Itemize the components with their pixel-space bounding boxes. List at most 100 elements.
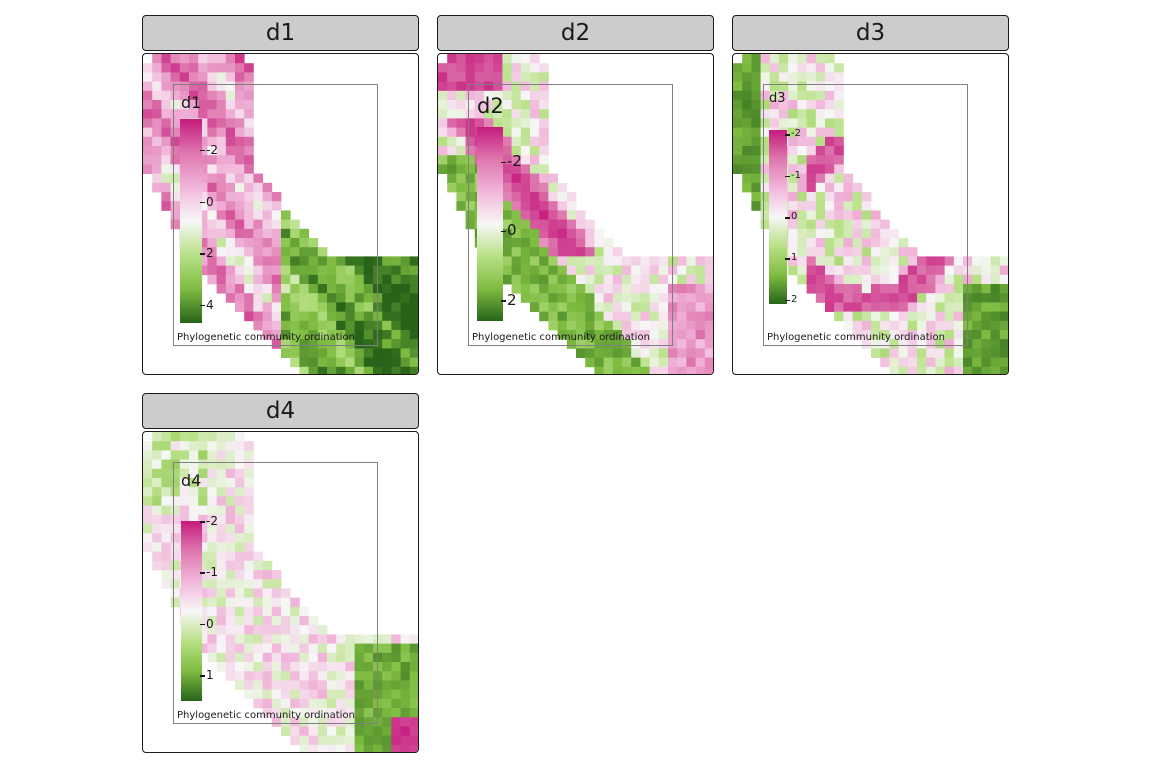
raster-cell [889,238,899,248]
raster-cell [880,293,890,303]
raster-cell [907,357,918,368]
raster-cell [244,81,254,92]
raster-cell [907,284,918,294]
raster-cell [327,311,337,322]
raster-cell [566,320,577,331]
raster-cell [815,146,826,156]
raster-cell [871,284,881,294]
raster-cell [253,247,263,257]
raster-cell [631,302,641,312]
raster-cell [880,339,890,349]
legend-tick-label: 4 [206,297,214,312]
raster-cell [317,339,328,349]
raster-cell [244,228,254,239]
raster-cell [999,339,1008,349]
raster-cell [170,560,181,571]
raster-cell [861,339,872,349]
raster-cell [585,256,595,266]
raster-cell [244,182,254,193]
raster-cell [834,238,844,248]
raster-cell [262,689,273,700]
raster-cell [244,127,254,138]
raster-cell [235,238,245,248]
raster-cell [520,81,531,92]
raster-cell [981,274,991,285]
raster-cell [216,136,227,147]
raster-cell [990,284,1001,294]
raster-cell [382,634,392,644]
raster-cell [143,118,153,128]
raster-cell [612,311,623,322]
raster-cell [244,247,254,257]
raster-cell [225,579,236,589]
raster-cell [788,136,798,147]
raster-cell [530,201,540,211]
raster-cell [409,671,418,681]
raster-cell [336,671,346,681]
raster-cell [594,256,604,266]
raster-cell [907,348,918,358]
raster-cell [935,274,945,285]
raster-cell [281,588,291,598]
raster-cell [235,662,245,672]
raster-cell [290,680,300,690]
raster-cell [760,146,771,156]
raster-cell [179,72,190,82]
raster-cell [189,514,199,525]
raster-cell [751,155,761,165]
raster-cell [391,698,401,709]
raster-cell [603,330,614,340]
raster-cell [152,155,162,165]
raster-cell [686,302,696,312]
raster-cell [880,256,890,266]
raster-cell [152,533,162,543]
raster-cell [235,127,245,138]
raster-cell [244,256,254,266]
map-legend: d1 -2 0 2 4 Phylogenetic community ordinati… [173,84,378,346]
raster-cell [299,311,309,322]
raster-cell [779,109,789,119]
raster-cell [235,256,245,266]
raster-cell [207,634,217,644]
raster-cell [262,256,273,266]
raster-cell [207,652,217,663]
raster-cell [198,560,208,571]
raster-cell [198,606,208,617]
raster-cell [244,606,254,617]
raster-cell [907,366,918,374]
raster-cell [216,496,227,506]
raster-cell [815,90,826,101]
raster-cell [271,625,282,635]
raster-cell [336,643,346,654]
raster-cell [825,219,835,230]
raster-cell [548,219,558,230]
raster-cell [409,311,418,322]
raster-cell [308,366,319,374]
raster-cell [861,302,872,312]
raster-cell [834,311,844,322]
raster-cell [861,274,872,285]
raster-cell [576,293,586,303]
raster-cell [603,247,614,257]
raster-cell [548,210,558,220]
raster-cell [345,698,355,709]
raster-cell [474,63,485,73]
raster-cell [456,100,466,110]
raster-cell [299,634,309,644]
raster-cell [751,146,761,156]
raster-cell [898,366,909,374]
raster-cell [539,81,549,92]
raster-cell [290,643,300,654]
raster-cell [825,173,835,184]
raster-cell [244,293,254,303]
raster-cell [290,320,300,331]
raster-cell [566,192,577,202]
raster-cell [594,247,604,257]
raster-cell [152,109,162,119]
raster-cell [262,606,273,617]
raster-cell [834,127,844,138]
map-panel: d2 -2 0 2 Phylogenetic community ordinatio… [437,53,714,375]
raster-cell [557,293,568,303]
raster-cell [363,320,374,331]
raster-cell [917,348,927,358]
